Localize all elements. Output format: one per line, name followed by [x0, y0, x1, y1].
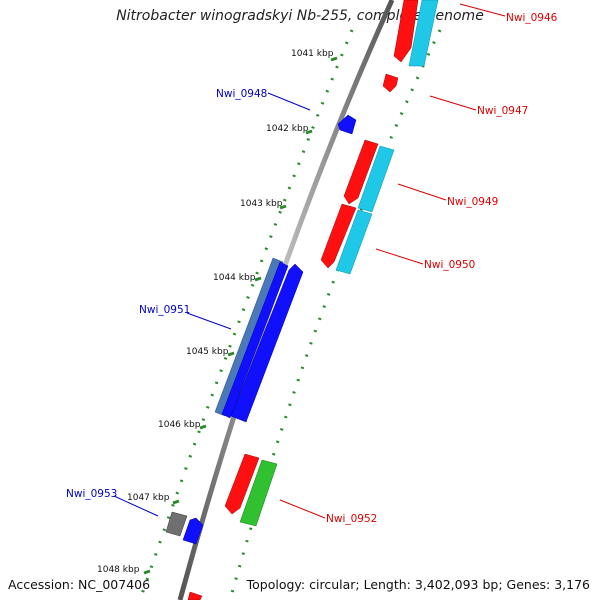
kbp-label: 1047 kbp — [127, 493, 170, 503]
callout-nwi-0950 — [375, 248, 424, 265]
kbp-tick — [172, 499, 180, 505]
kbp-label: 1048 kbp — [97, 565, 140, 575]
gene-label-nwi-0953[interactable]: Nwi_0953 — [66, 488, 117, 500]
kbp-tick — [330, 56, 338, 62]
gene-label-nwi-0947[interactable]: Nwi_0947 — [477, 105, 528, 117]
map-title: Nitrobacter winogradskyi Nb-255, complet… — [116, 8, 484, 24]
callout-nwi-0953 — [113, 495, 159, 517]
kbp-label: 1043 kbp — [240, 199, 283, 209]
gene-nwi-0948[interactable] — [337, 114, 357, 135]
callout-nwi-0948 — [267, 92, 311, 111]
kbp-label: 1042 kbp — [266, 124, 309, 134]
kbp-label: 1041 kbp — [291, 49, 334, 59]
genome-summary-text: Topology: circular; Length: 3,402,093 bp… — [246, 577, 590, 592]
gene-nwi-0949[interactable] — [343, 139, 379, 205]
callout-lines — [113, 3, 506, 519]
gene-nwi-0946[interactable] — [393, 0, 419, 63]
kbp-label: 1045 kbp — [186, 347, 229, 357]
reverse-features — [165, 114, 357, 545]
gene-label-nwi-0949[interactable]: Nwi_0949 — [447, 196, 498, 208]
kbp-tick — [254, 276, 262, 282]
gene-label-nwi-0946[interactable]: Nwi_0946 — [506, 12, 558, 24]
gene-label-nwi-0950[interactable]: Nwi_0950 — [424, 259, 475, 271]
gene-fragment[interactable] — [187, 591, 203, 600]
callout-nwi-0949 — [397, 183, 447, 201]
forward-features — [187, 0, 439, 600]
gene-label-nwi-0948[interactable]: Nwi_0948 — [216, 88, 267, 100]
kbp-tick — [305, 129, 313, 135]
cds-nwi-0949[interactable] — [357, 145, 395, 213]
gene-nwi-0951-alt[interactable] — [214, 257, 284, 417]
kbp-tick — [143, 569, 151, 575]
callout-nwi-0952 — [279, 499, 326, 519]
cds-nwi-0952[interactable] — [239, 459, 278, 527]
inner-tick-track — [228, 29, 442, 600]
callout-nwi-0951 — [186, 312, 232, 330]
gene-label-nwi-0952[interactable]: Nwi_0952 — [326, 513, 377, 525]
kbp-tick — [279, 204, 287, 210]
cds-nwi-0950[interactable] — [335, 209, 373, 275]
gene-nwi-0950[interactable] — [320, 203, 357, 269]
gene-label-nwi-0951[interactable]: Nwi_0951 — [139, 304, 190, 316]
gene-nwi-0953[interactable] — [182, 517, 204, 545]
gene-gray[interactable] — [165, 511, 188, 537]
callout-nwi-0946 — [459, 3, 506, 17]
gene-nwi-0952[interactable] — [224, 453, 260, 515]
gene-nwi-0947[interactable] — [382, 73, 399, 93]
callout-nwi-0947 — [429, 95, 477, 111]
kbp-ticks — [143, 56, 338, 575]
cds-nwi-0946[interactable] — [408, 0, 439, 67]
gene-nwi-0951-core[interactable] — [221, 261, 289, 419]
kbp-tick — [227, 351, 235, 357]
kbp-label: 1046 kbp — [158, 420, 201, 430]
outer-tick-track — [138, 29, 354, 600]
accession-text: Accession: NC_007406 — [8, 577, 151, 592]
kbp-label: 1044 kbp — [213, 273, 256, 283]
gene-nwi-0951[interactable] — [230, 263, 304, 423]
kbp-tick — [199, 424, 207, 430]
